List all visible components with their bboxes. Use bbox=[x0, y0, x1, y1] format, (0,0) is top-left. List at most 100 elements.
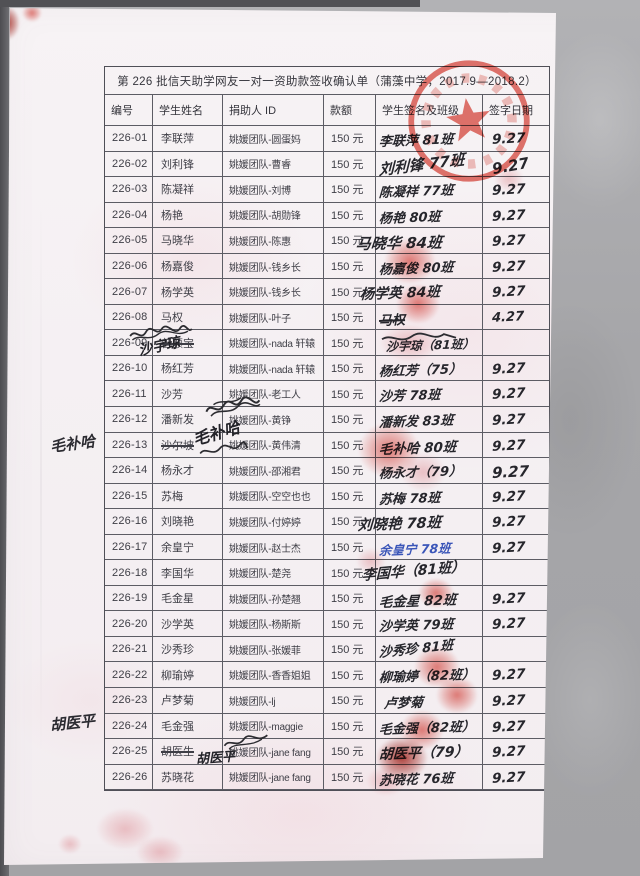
row-id-cell: 226-22 bbox=[105, 662, 153, 689]
date-cell bbox=[483, 330, 549, 356]
paper-crease bbox=[40, 200, 42, 760]
student-name-cell: 刘晓艳 bbox=[153, 509, 223, 535]
amount-cell: 150 元 bbox=[324, 228, 376, 254]
student-signature: 刘晓艳 78班 bbox=[357, 515, 442, 535]
date-cell: 9.27 bbox=[483, 739, 549, 765]
row-id-cell: 226-08 bbox=[105, 304, 153, 331]
scan-edge-left bbox=[0, 0, 9, 876]
date-cell: 9.27 bbox=[483, 433, 549, 459]
row-id-cell: 226-24 bbox=[105, 713, 153, 740]
amount-cell: 150 元 bbox=[324, 585, 376, 612]
red-stamp-blob bbox=[356, 548, 386, 574]
confirmation-table: 第 226 批信天助学网友一对一资助款签收确认单（蒲藻中学，2017.9—201… bbox=[104, 66, 550, 792]
amount-cell: 150 元 bbox=[324, 713, 376, 740]
margin-note-hu-yiping: 胡医平 bbox=[49, 711, 96, 735]
signature-cell: 刘晓艳 78班 bbox=[358, 509, 483, 535]
amount-cell: 150 元 bbox=[324, 407, 376, 433]
signature-cell: 苏晓花 76班 bbox=[376, 764, 483, 791]
signature-date: 4.27 bbox=[491, 308, 525, 326]
date-cell: 9.27 bbox=[483, 381, 549, 408]
signature-date: 9.27 bbox=[491, 283, 526, 302]
amount-cell: 150 元 bbox=[324, 688, 376, 714]
row-id-cell: 226-14 bbox=[105, 458, 153, 484]
red-stamp-blob bbox=[400, 452, 446, 492]
signature-cell: 马权 bbox=[376, 304, 483, 331]
amount-cell: 150 元 bbox=[324, 611, 376, 637]
row-id-cell: 226-01 bbox=[105, 126, 153, 152]
amount-cell: 150 元 bbox=[324, 739, 376, 765]
donor-id-cell: 姚媛团队-jane fang bbox=[223, 739, 324, 765]
student-signature: 沙学英 79班 bbox=[378, 617, 454, 636]
donor-id-cell: 姚媛团队-邵湘君 bbox=[223, 458, 324, 484]
signature-cell: 刘利锋 77班 bbox=[376, 150, 483, 179]
scan-edge-top bbox=[0, 0, 420, 7]
column-header: 款额 bbox=[324, 95, 376, 126]
donor-id-cell: 姚媛团队-杨斯斯 bbox=[223, 611, 324, 637]
student-name-cell: 沙芳 bbox=[153, 381, 223, 408]
row-id-cell: 226-04 bbox=[105, 202, 153, 229]
amount-cell: 150 元 bbox=[324, 202, 376, 229]
signature-date: 9.27 bbox=[491, 717, 526, 736]
column-header: 捐助人 ID bbox=[223, 95, 324, 126]
signature-date: 9.27 bbox=[491, 692, 526, 710]
date-cell: 9.27 bbox=[483, 662, 549, 689]
date-cell: 9.27 bbox=[483, 535, 549, 561]
signature-date: 9.27 bbox=[491, 538, 526, 557]
signature-cell: 胡医平（79） bbox=[376, 739, 483, 765]
signature-cell: 柳瑜婷（82班） bbox=[376, 662, 483, 689]
student-name-cell: 沙学英 bbox=[153, 611, 223, 637]
date-cell: 9.27 bbox=[483, 611, 549, 637]
red-stamp-blob bbox=[58, 834, 82, 854]
date-cell bbox=[483, 637, 549, 663]
red-stamp-blob bbox=[22, 8, 42, 22]
student-name-cell: 苏晓花 bbox=[153, 764, 223, 791]
row-id-cell: 226-18 bbox=[105, 560, 153, 586]
date-cell bbox=[483, 560, 549, 586]
signature-cell: 李联萍 81班 bbox=[376, 126, 483, 152]
amount-cell: 150 元 bbox=[324, 279, 376, 305]
row-id-cell: 226-23 bbox=[105, 688, 153, 714]
amount-cell: 150 元 bbox=[324, 764, 376, 791]
amount-cell: 150 元 bbox=[324, 509, 376, 535]
red-stamp-blob bbox=[396, 284, 440, 324]
signature-cell: 毛金星 82班 bbox=[376, 585, 483, 612]
red-stamp-blob bbox=[136, 836, 184, 865]
row-id-cell: 226-03 bbox=[105, 177, 153, 203]
signature-cell: 毛补哈 80班 bbox=[376, 432, 483, 459]
donor-id-cell: 姚媛团队-香香姐姐 bbox=[223, 662, 324, 689]
row-id-cell: 226-07 bbox=[105, 279, 153, 305]
red-stamp-blob bbox=[384, 238, 436, 284]
row-id-cell: 226-21 bbox=[105, 636, 153, 663]
amount-cell: 150 元 bbox=[324, 177, 376, 203]
signature-date: 9.27 bbox=[491, 462, 530, 483]
amount-cell: 150 元 bbox=[324, 534, 376, 561]
student-signature: 沙芳 78班 bbox=[378, 388, 441, 406]
signature-cell: 杨嘉俊 80班 bbox=[376, 253, 483, 280]
signature-cell: 沙宇琼（81班） bbox=[376, 330, 483, 356]
amount-cell: 150 元 bbox=[324, 560, 376, 586]
student-name-cell: 毛金星 bbox=[153, 585, 223, 612]
student-name-cell: 卢梦菊 bbox=[153, 688, 223, 714]
signature-date: 9.27 bbox=[491, 487, 526, 506]
signature-cell: 杨艳 80班 bbox=[376, 202, 483, 229]
student-signature: 卢梦菊 bbox=[383, 695, 424, 713]
donor-id-cell: 姚媛团队-老工人 bbox=[223, 381, 324, 408]
student-name-cell: 马晓华 bbox=[153, 228, 223, 254]
donor-id-cell: 姚媛团队-陈惠 bbox=[223, 228, 324, 254]
row-id-cell: 226-06 bbox=[105, 253, 153, 280]
student-name-cell: 柳瑜婷 bbox=[153, 662, 223, 689]
date-cell: 9.27 bbox=[483, 688, 549, 714]
amount-cell: 150 元 bbox=[324, 304, 376, 331]
signature-date: 9.27 bbox=[491, 666, 526, 685]
student-name-cell: 杨艳 bbox=[153, 202, 223, 229]
donor-id-cell: 姚媛团队-付婷婷 bbox=[223, 509, 324, 535]
student-signature: 杨红芳（75） bbox=[378, 362, 463, 380]
signature-date: 9.27 bbox=[491, 360, 526, 378]
signature-date: 9.27 bbox=[491, 411, 526, 429]
student-name-cell: 潘新发 bbox=[153, 407, 223, 433]
donor-id-cell: 姚媛团队-lj bbox=[223, 688, 324, 714]
student-signature: 余皇宁 78班 bbox=[378, 540, 452, 558]
signature-date: 9.27 bbox=[491, 232, 526, 251]
student-name-cell: 沙秀珍 bbox=[153, 636, 223, 663]
student-name-cell: 胡医生 bbox=[153, 739, 223, 765]
